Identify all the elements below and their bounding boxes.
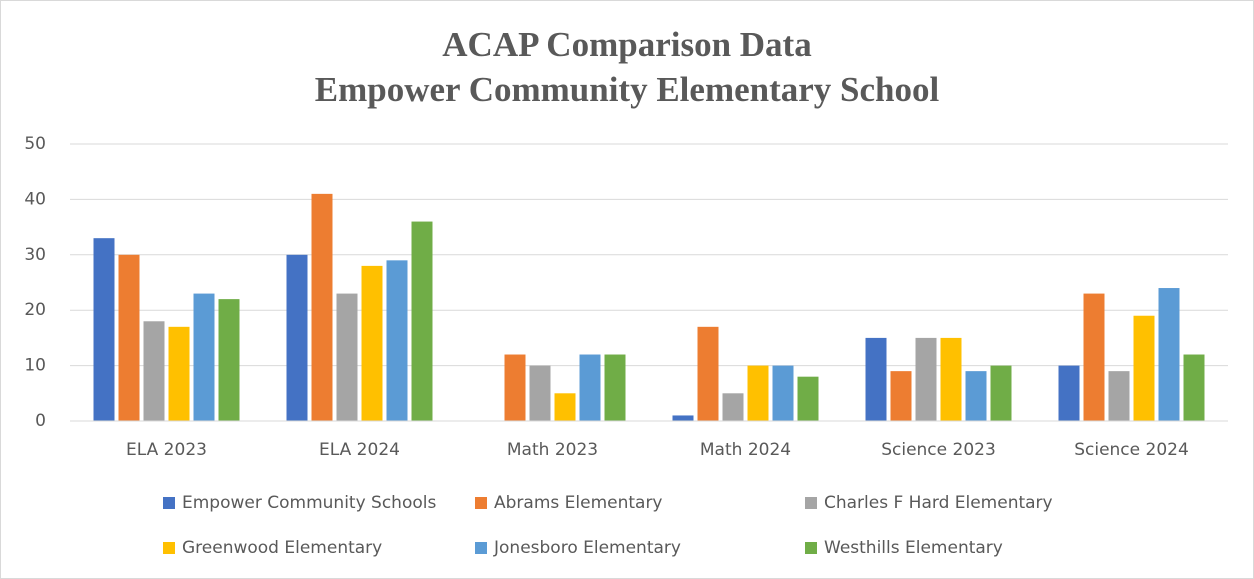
bar	[1158, 288, 1180, 421]
legend-swatch	[805, 542, 817, 554]
y-tick-label: 0	[35, 411, 46, 431]
y-tick-label: 40	[24, 189, 46, 209]
bar	[504, 354, 526, 421]
bar	[865, 337, 887, 421]
bar	[218, 299, 240, 421]
bar	[386, 260, 408, 421]
bar	[93, 238, 115, 421]
bar	[411, 221, 433, 421]
bar	[336, 293, 358, 421]
bar	[772, 365, 794, 421]
chart-title: ACAP Comparison Data	[442, 25, 811, 64]
legend-swatch	[163, 542, 175, 554]
legend-label: Jonesboro Elementary	[493, 538, 681, 558]
bar	[1083, 293, 1105, 421]
chart-subtitle: Empower Community Elementary School	[315, 70, 940, 109]
bar	[965, 371, 987, 421]
bar	[990, 365, 1012, 421]
bar	[168, 326, 190, 421]
x-tick-label: Science 2023	[881, 440, 996, 460]
bar	[1133, 315, 1155, 421]
legend-swatch	[475, 497, 487, 509]
legend-label: Westhills Elementary	[824, 538, 1003, 558]
bar	[1183, 354, 1205, 421]
legend-label: Greenwood Elementary	[182, 538, 382, 558]
bar	[697, 326, 719, 421]
x-tick-label: ELA 2024	[319, 440, 400, 460]
legend-swatch	[805, 497, 817, 509]
y-tick-label: 10	[24, 356, 46, 376]
bar	[143, 321, 165, 421]
y-tick-label: 50	[24, 134, 46, 154]
legend-swatch	[163, 497, 175, 509]
bar	[286, 254, 308, 421]
bar	[722, 393, 744, 421]
y-tick-label: 20	[24, 300, 46, 320]
bar	[554, 393, 576, 421]
bar	[193, 293, 215, 421]
bar	[579, 354, 601, 421]
bar	[915, 337, 937, 421]
bar	[1058, 365, 1080, 421]
bar	[890, 371, 912, 421]
legend-swatch	[475, 542, 487, 554]
legend-label: Abrams Elementary	[494, 493, 663, 513]
bar	[940, 337, 962, 421]
bar	[311, 193, 333, 421]
bar	[1108, 371, 1130, 421]
y-tick-label: 30	[24, 245, 46, 265]
bar	[529, 365, 551, 421]
bar	[604, 354, 626, 421]
legend-label: Charles F Hard Elementary	[824, 493, 1053, 513]
bar	[118, 254, 140, 421]
x-tick-label: Math 2023	[507, 440, 598, 460]
bar	[797, 376, 819, 421]
bar	[361, 265, 383, 421]
bar	[747, 365, 769, 421]
x-tick-label: Science 2024	[1074, 440, 1189, 460]
bar	[672, 415, 694, 421]
x-tick-label: Math 2024	[700, 440, 791, 460]
legend-label: Empower Community Schools	[182, 493, 436, 513]
x-tick-label: ELA 2023	[126, 440, 207, 460]
